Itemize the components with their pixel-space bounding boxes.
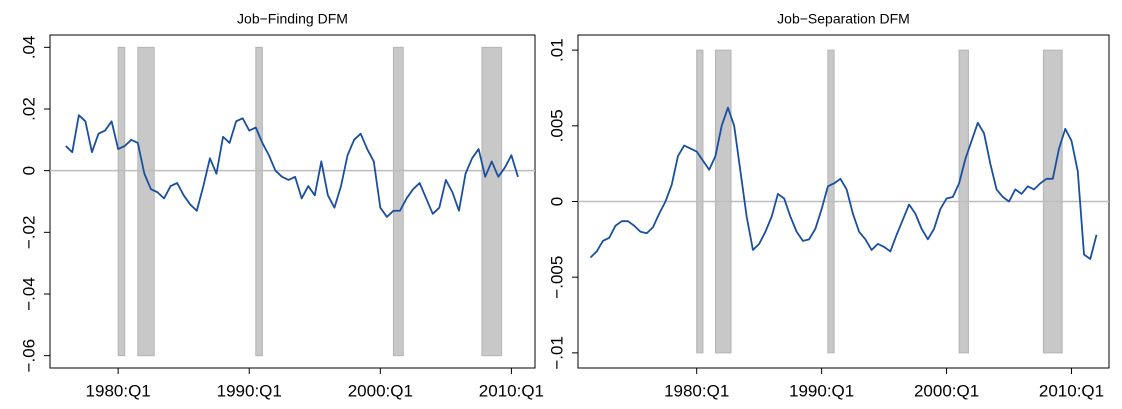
series-line [65, 114, 519, 218]
x-tick-label: 2010:Q1 [479, 381, 544, 400]
y-tick-label: .005 [547, 109, 566, 142]
recession-band [117, 46, 126, 357]
chart-title: Job−Separation DFM [777, 11, 910, 27]
x-tick-label: 1980:Q1 [86, 381, 151, 400]
y-tick-label: .02 [19, 97, 38, 121]
x-tick-label: 2010:Q1 [1039, 381, 1104, 400]
recession-band [255, 46, 263, 357]
y-tick-label: −.01 [547, 336, 566, 370]
y-tick-label: .01 [547, 38, 566, 62]
y-tick-label: 0 [547, 197, 566, 206]
y-tick-label: −.06 [19, 339, 38, 373]
x-tick-label: 1980:Q1 [664, 381, 729, 400]
y-tick-label: −.04 [19, 277, 38, 311]
plot-frame [49, 34, 536, 369]
y-tick-label: −.005 [547, 256, 566, 299]
series-line [589, 106, 1098, 260]
x-tick-label: 2000:Q1 [914, 381, 979, 400]
chart-title: Job−Finding DFM [237, 11, 348, 27]
x-tick-label: 1990:Q1 [217, 381, 282, 400]
recession-band [392, 46, 404, 357]
x-tick-label: 2000:Q1 [348, 381, 413, 400]
x-tick-label: 1990:Q1 [789, 381, 854, 400]
y-tick-label: .04 [19, 36, 38, 60]
recession-band [137, 46, 155, 357]
y-tick-label: −.02 [19, 216, 38, 250]
y-tick-label: 0 [19, 166, 38, 175]
recession-band [481, 46, 503, 357]
